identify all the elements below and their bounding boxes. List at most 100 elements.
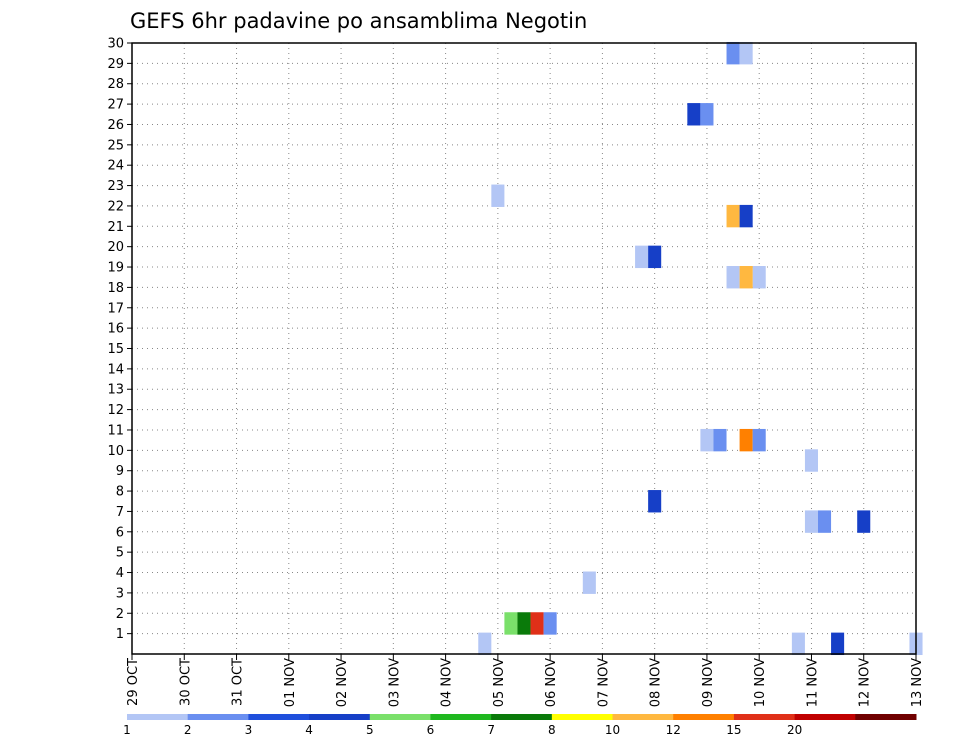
- colorbar-label: 10: [605, 723, 620, 737]
- colorbar-segment: [794, 714, 856, 720]
- precip-cell: [804, 510, 818, 533]
- x-tick-label: 02 NOV: [335, 658, 350, 707]
- colorbar-label: 20: [787, 723, 802, 737]
- x-tick-label: 08 NOV: [649, 658, 664, 707]
- precip-cell: [818, 510, 832, 533]
- x-tick-label: 11 NOV: [805, 658, 820, 707]
- colorbar-segment: [369, 714, 431, 720]
- grid-lines: [132, 43, 916, 654]
- precip-cell: [739, 266, 753, 289]
- colorbar-segment: [673, 714, 735, 720]
- precip-cell: [739, 428, 753, 452]
- colorbar-label: 3: [245, 723, 253, 737]
- y-tick-label: 11: [107, 423, 124, 438]
- colorbar-segment: [187, 714, 249, 720]
- colorbar-label: 2: [184, 723, 192, 737]
- y-tick-label: 19: [107, 261, 124, 276]
- y-tick-label: 22: [107, 199, 124, 214]
- precip-cell: [648, 490, 662, 513]
- x-tick-label: 04 NOV: [440, 658, 455, 707]
- colorbar-label: 15: [726, 723, 741, 737]
- y-tick-label: 23: [107, 179, 124, 194]
- y-tick-label: 28: [107, 77, 124, 92]
- y-axis: 1234567891011121314151617181920212223242…: [107, 37, 132, 642]
- x-tick-label: 05 NOV: [492, 658, 507, 707]
- x-tick-label: 13 NOV: [910, 658, 925, 707]
- y-tick-label: 25: [107, 138, 124, 153]
- colorbar-segment: [551, 714, 614, 720]
- precip-cell: [739, 41, 753, 65]
- y-tick-label: 18: [107, 281, 124, 296]
- colorbar-label: 6: [427, 723, 435, 737]
- colorbar-label: 8: [548, 723, 556, 737]
- y-tick-label: 21: [107, 220, 124, 235]
- y-tick-label: 14: [107, 362, 124, 377]
- colorbar-segment: [733, 714, 796, 720]
- colorbar-segment: [855, 714, 917, 720]
- precip-cell: [687, 103, 701, 126]
- y-tick-label: 17: [107, 301, 124, 316]
- x-tick-label: 30 OCT: [178, 658, 193, 706]
- precip-cell: [582, 571, 596, 594]
- precip-cell: [700, 428, 714, 452]
- colorbar-segment: [248, 714, 310, 720]
- x-tick-label: 09 NOV: [701, 658, 716, 707]
- x-tick-label: 03 NOV: [387, 658, 402, 707]
- y-tick-label: 7: [116, 505, 124, 520]
- y-tick-label: 9: [116, 464, 124, 479]
- y-tick-label: 8: [116, 485, 124, 500]
- y-tick-label: 13: [107, 383, 124, 398]
- y-tick-label: 16: [107, 322, 124, 337]
- colorbar-label: 1: [123, 723, 131, 737]
- precip-cell: [857, 510, 871, 533]
- x-axis: 29 OCT 30 OCT 31 OCT 01 NOV 02 NOV 03 NOV 04 N…: [126, 654, 925, 707]
- y-tick-label: 4: [116, 566, 124, 581]
- y-tick-label: 29: [107, 57, 124, 72]
- y-tick-label: 30: [107, 37, 124, 52]
- plot-frame: [131, 42, 917, 655]
- colorbar: 1 2 3 4 5 6 7 8 10 12 15 20: [123, 714, 917, 737]
- colorbar-segment: [127, 714, 189, 720]
- precip-cell: [713, 428, 727, 452]
- y-tick-label: 2: [116, 607, 124, 622]
- y-tick-label: 10: [107, 444, 124, 459]
- y-tick-label: 27: [107, 98, 124, 113]
- y-tick-label: 12: [107, 403, 124, 418]
- precip-cell: [635, 245, 649, 269]
- x-tick-label: 06 NOV: [544, 658, 559, 707]
- precip-cell: [726, 204, 740, 228]
- y-tick-label: 26: [107, 118, 124, 133]
- precip-cell: [530, 612, 544, 635]
- data-cells: [478, 41, 923, 656]
- precip-cell: [791, 632, 805, 656]
- y-tick-label: 3: [116, 586, 124, 601]
- precip-cell: [831, 632, 845, 656]
- precip-cell: [543, 612, 557, 635]
- colorbar-label: 7: [487, 723, 495, 737]
- y-tick-label: 20: [107, 240, 124, 255]
- precip-cell: [739, 204, 753, 228]
- x-tick-label: 10 NOV: [753, 658, 768, 707]
- precip-cell: [504, 612, 518, 635]
- colorbar-segment: [309, 714, 371, 720]
- precip-cell: [648, 245, 662, 269]
- precip-cell: [478, 632, 492, 656]
- precip-cell: [752, 266, 766, 289]
- x-tick-label: 07 NOV: [596, 658, 611, 707]
- y-tick-label: 24: [107, 159, 124, 174]
- precip-cell: [517, 612, 531, 635]
- chart-title: GEFS 6hr padavine po ansamblima Negotin: [130, 9, 587, 33]
- colorbar-segment: [491, 714, 553, 720]
- colorbar-segment: [430, 714, 492, 720]
- x-tick-label: 29 OCT: [126, 658, 141, 706]
- colorbar-segment: [612, 714, 674, 720]
- precip-cell: [752, 428, 766, 452]
- precip-cell: [726, 41, 740, 65]
- precip-cell: [804, 449, 818, 472]
- x-tick-label: 01 NOV: [283, 658, 298, 707]
- colorbar-label: 5: [366, 723, 374, 737]
- colorbar-label: 12: [666, 723, 681, 737]
- precip-cell: [491, 184, 505, 207]
- x-tick-label: 31 OCT: [231, 658, 246, 706]
